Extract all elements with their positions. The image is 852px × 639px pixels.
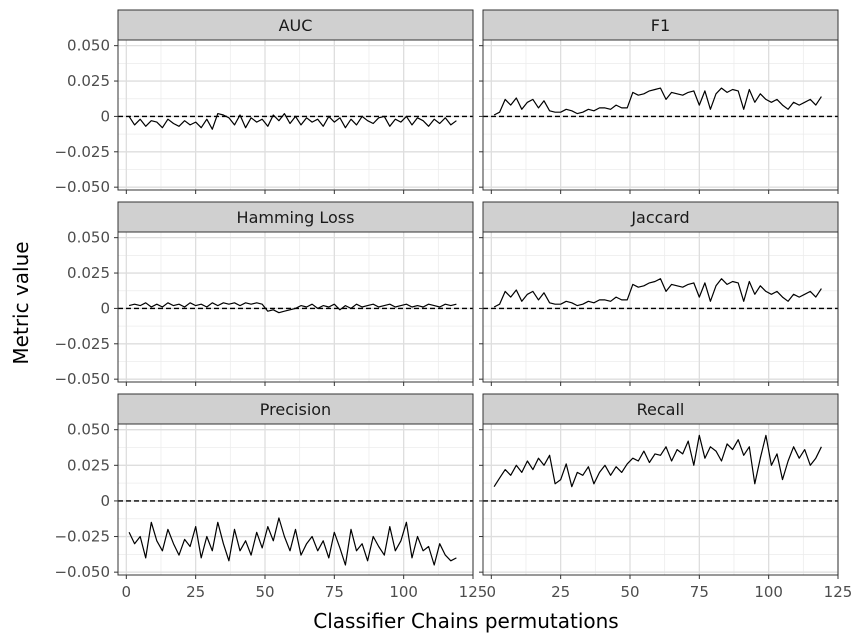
- x-tick-label: 0: [487, 583, 497, 601]
- y-tick-label: 0.025: [67, 456, 110, 474]
- series-line-auc: [128, 113, 457, 130]
- panel-f1: F1: [479, 9, 839, 194]
- facet-strip-label: AUC: [279, 16, 313, 35]
- facet-strip-label: Precision: [260, 400, 331, 419]
- panel-background: [483, 424, 838, 575]
- y-tick-label: 0.025: [67, 72, 110, 90]
- x-tick-label: 125: [459, 583, 488, 601]
- facet-strip-label: Hamming Loss: [237, 208, 355, 227]
- facet-strip: [117, 393, 474, 425]
- panel-jaccard: Jaccard: [479, 201, 839, 386]
- series-line-jaccard: [493, 278, 822, 308]
- y-tick-label: 0: [100, 107, 110, 125]
- panel-precision: Precision 0.050 0.025 0 −0.025 −0.050 0 25 50 75 1…: [54, 393, 488, 601]
- facet-strip: [117, 201, 474, 233]
- y-tick-label: 0.050: [67, 37, 110, 55]
- facet-strip: [482, 9, 839, 41]
- x-tick-label: 50: [620, 583, 639, 601]
- panel-background: [483, 40, 838, 190]
- facet-strip: [117, 9, 474, 41]
- series-line-recall: [493, 434, 822, 488]
- panel-background: [118, 40, 473, 190]
- x-tick-label: 100: [389, 583, 418, 601]
- facet-strip: [482, 393, 839, 425]
- panel-recall: Recall 0 25 50 75 100 125: [479, 393, 852, 601]
- panel-background: [118, 232, 473, 382]
- series-line-precision: [128, 517, 457, 566]
- y-tick-label: −0.025: [54, 335, 110, 353]
- y-tick-label: −0.025: [54, 143, 110, 161]
- facet-strip-label: F1: [651, 16, 670, 35]
- y-tick-label: −0.050: [54, 370, 110, 388]
- x-tick-label: 25: [186, 583, 205, 601]
- x-tick-label: 75: [690, 583, 709, 601]
- facet-strip-label: Recall: [637, 400, 685, 419]
- x-tick-label: 25: [551, 583, 570, 601]
- facet-strip-label: Jaccard: [630, 208, 689, 227]
- x-tick-label: 100: [754, 583, 783, 601]
- x-tick-label: 0: [122, 583, 132, 601]
- y-axis-title: Metric value: [9, 241, 33, 364]
- panel-auc: AUC 0.050 0.025 0 −0.025 −0.050: [54, 9, 474, 196]
- series-line-hamming-loss: [128, 302, 457, 314]
- panel-background: [483, 232, 838, 382]
- panel-hamming-loss: Hamming Loss 0.050 0.025 0 −0.025 −0.050: [54, 201, 474, 388]
- y-tick-label: 0: [100, 492, 110, 510]
- y-tick-label: 0.050: [67, 229, 110, 247]
- y-tick-label: 0: [100, 299, 110, 317]
- panel-background: [118, 424, 473, 575]
- y-tick-label: −0.050: [54, 178, 110, 196]
- y-tick-label: −0.050: [54, 563, 110, 581]
- x-axis-title: Classifier Chains permutations: [313, 609, 618, 633]
- facet-strip: [482, 201, 839, 233]
- x-tick-label: 125: [824, 583, 852, 601]
- series-line-f1: [493, 87, 822, 116]
- y-tick-label: 0.050: [67, 421, 110, 439]
- y-tick-label: 0.025: [67, 264, 110, 282]
- x-tick-label: 75: [325, 583, 344, 601]
- x-tick-label: 50: [255, 583, 274, 601]
- y-tick-label: −0.025: [54, 528, 110, 546]
